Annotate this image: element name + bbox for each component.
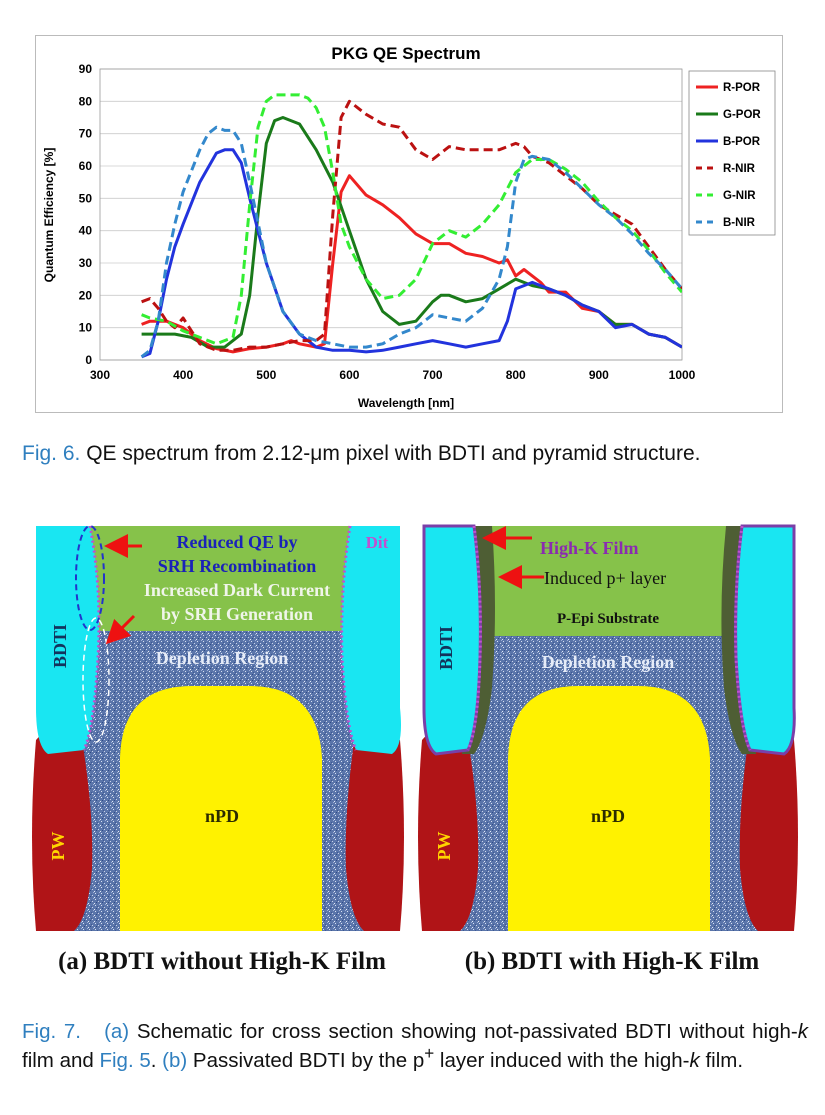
panel-a-npd xyxy=(120,686,322,931)
y-tick-label: 50 xyxy=(79,191,93,205)
panel-b-pepi-label: P-Epi Substrate xyxy=(557,611,659,627)
x-tick-label: 500 xyxy=(256,368,276,382)
y-tick-label: 0 xyxy=(85,353,92,367)
x-tick-label: 1000 xyxy=(669,368,696,382)
panel-b-induced-label: Induced p+ layer xyxy=(544,568,666,588)
x-tick-label: 400 xyxy=(173,368,193,382)
y-tick-label: 10 xyxy=(79,321,93,335)
legend-label: R-POR xyxy=(723,82,761,94)
panel-a-dit-left xyxy=(82,525,101,751)
panel-a-arrow-2 xyxy=(105,614,136,645)
y-tick-label: 60 xyxy=(79,159,93,173)
panel-a: Reduced QE by SRH Recombination Increase… xyxy=(32,525,404,975)
panel-a-recomb-ellipse xyxy=(75,525,105,631)
x-tick-label: 700 xyxy=(423,368,443,382)
panel-b-npd-label: nPD xyxy=(591,806,625,826)
qe-spectrum-chart: PKG QE Spectrum 0 10 20 30 40 50 60 70 80 90 300 4… xyxy=(35,35,783,413)
chart-title: PKG QE Spectrum xyxy=(331,44,480,63)
legend-label: B-POR xyxy=(723,136,761,148)
panel-a-pw-left xyxy=(32,726,93,931)
panel-a-pw-right xyxy=(345,726,404,931)
x-tick-label: 600 xyxy=(339,368,359,382)
fig7-caption-text-3: . xyxy=(150,1048,163,1072)
x-tick-label: 900 xyxy=(589,368,609,382)
panel-b-p-epi xyxy=(482,526,750,636)
panel-a-bdti-label: BDTI xyxy=(50,624,70,668)
y-axis-label: Quantum Efficiency [%] xyxy=(42,148,56,283)
panel-a-depletion: Depletion Region xyxy=(156,648,289,668)
y-axis-ticks: 0 10 20 30 40 50 60 70 80 90 xyxy=(79,62,93,367)
series-line-b-por xyxy=(141,148,682,359)
panel-a-dit-right xyxy=(340,525,358,751)
series-line-b-nir xyxy=(140,125,682,358)
fig7-caption-sup: + xyxy=(424,1043,435,1063)
panel-a-srh-gen: by SRH Generation xyxy=(161,604,313,624)
y-tick-label: 30 xyxy=(79,256,93,270)
y-tick-label: 40 xyxy=(79,224,93,238)
panel-a-reduced-qe: Reduced QE by xyxy=(176,532,297,552)
series-layer xyxy=(140,93,682,359)
panel-a-inc-dark: Increased Dark Current xyxy=(144,580,330,600)
legend: R-POR G-POR B-POR R-NIR G-NIR B-NIR xyxy=(688,70,776,236)
fig7-caption: Fig. 7. (a) Schematic for cross section … xyxy=(22,1020,808,1072)
x-tick-label: 800 xyxy=(506,368,526,382)
panel-b-bdti-right xyxy=(734,524,796,756)
series-line-g-nir xyxy=(141,93,682,346)
panel-a-pw-label: PW xyxy=(48,832,68,861)
fig7-caption-text-6: film. xyxy=(699,1048,744,1072)
panel-a-dit-label: Dit xyxy=(366,533,389,552)
fig7-caption-k1: k xyxy=(797,1020,808,1043)
x-tick-label: 300 xyxy=(90,368,110,382)
panel-b-sublabel: (b) BDTI with High-K Film xyxy=(465,948,760,975)
panel-b-highk-label: High-K Film xyxy=(540,538,639,558)
fig7-caption-text-4: Passivated BDTI by the p xyxy=(187,1048,425,1072)
y-tick-label: 70 xyxy=(79,127,93,141)
fig6-caption-label: Fig. 6. xyxy=(22,442,81,465)
panel-b-dit-right xyxy=(734,525,752,751)
chart-frame xyxy=(35,35,783,413)
legend-label: R-NIR xyxy=(723,163,756,175)
x-axis-label: Wavelength [nm] xyxy=(358,396,454,410)
bdti-cross-section-schematic: Reduced QE by SRH Recombination Increase… xyxy=(32,524,798,975)
y-tick-label: 90 xyxy=(79,62,93,76)
panel-a-bdti-right xyxy=(341,526,401,754)
fig6-caption-text: QE spectrum from 2.12-μm pixel with BDTI… xyxy=(86,442,701,465)
fig7-caption-b: (b) xyxy=(162,1048,188,1072)
fig7-caption-k2: k xyxy=(689,1048,700,1072)
legend-label: B-NIR xyxy=(723,217,756,229)
panel-b-depletion: Depletion Region xyxy=(542,652,675,672)
fig7-caption-text-5: layer induced with the high- xyxy=(434,1048,690,1072)
fig6-caption: Fig. 6. QE spectrum from 2.12-μm pixel w… xyxy=(22,442,701,466)
panel-b-npd xyxy=(508,686,710,931)
panel-b-pw-label: PW xyxy=(434,832,454,861)
y-tick-label: 20 xyxy=(79,288,93,302)
legend-label: G-NIR xyxy=(723,190,756,202)
x-axis-ticks: 300 400 500 600 700 800 900 1000 xyxy=(90,368,696,382)
panel-a-sublabel: (a) BDTI without High-K Film xyxy=(58,948,386,975)
panel-a-srh-recomb: SRH Recombination xyxy=(158,556,317,576)
y-tick-label: 80 xyxy=(79,94,93,108)
plot-area xyxy=(99,68,683,361)
panel-b-pw-left xyxy=(418,726,479,931)
panel-b: High-K Film Induced p+ layer P-Epi Subst… xyxy=(418,524,798,975)
panel-b-bdti-label: BDTI xyxy=(436,626,456,670)
panel-b-pw-right xyxy=(739,726,798,931)
legend-box xyxy=(688,70,776,236)
panel-b-dit-left xyxy=(466,525,482,751)
panel-a-npd-label: nPD xyxy=(205,806,239,826)
legend-label: G-POR xyxy=(723,109,761,121)
series-line-r-nir xyxy=(141,99,682,352)
fig7-caption-fig5-link[interactable]: Fig. 5 xyxy=(99,1048,151,1072)
fig7-caption-text-1: Schematic for cross section showing not-… xyxy=(136,1020,798,1043)
fig7-caption-label: Fig. 7. xyxy=(22,1020,81,1043)
fig7-caption-a: (a) xyxy=(104,1020,130,1043)
panel-a-generation-ellipse xyxy=(82,617,110,743)
fig7-caption-text-2: film and xyxy=(22,1048,100,1072)
